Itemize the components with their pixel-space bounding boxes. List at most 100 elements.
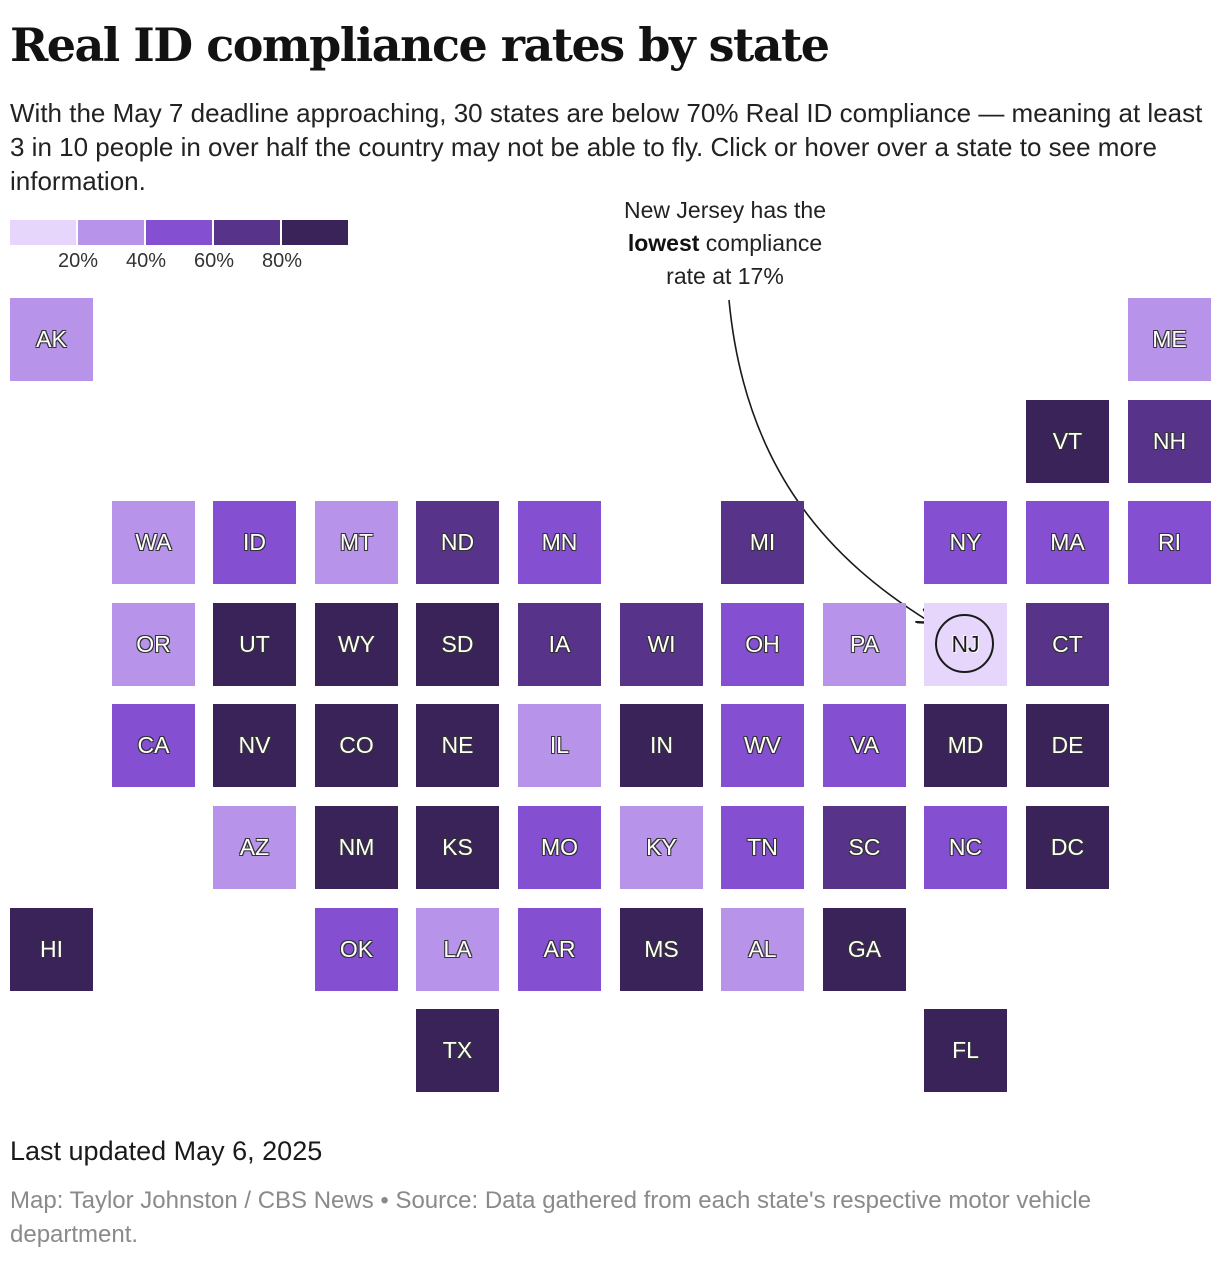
chart-title: Real ID compliance rates by state (10, 18, 830, 72)
legend-label-40: 40% (125, 250, 167, 272)
state-label: FL (952, 1037, 979, 1063)
state-label: NH (1152, 428, 1187, 454)
state-tile-ar[interactable]: AR (518, 908, 601, 991)
state-label: MT (339, 529, 374, 555)
state-label: NE (441, 732, 474, 758)
state-tile-hi[interactable]: HI (10, 908, 93, 991)
state-tile-ky[interactable]: KY (620, 806, 703, 889)
state-tile-ma[interactable]: MA (1026, 501, 1109, 584)
state-label: CO (339, 732, 374, 758)
state-tile-ok[interactable]: OK (315, 908, 398, 991)
state-tile-dc[interactable]: DC (1026, 806, 1109, 889)
source-credit: Map: Taylor Johnston / CBS News • Source… (10, 1187, 1092, 1248)
state-label: CT (1052, 631, 1083, 657)
state-label: TX (442, 1037, 473, 1063)
state-tile-vt[interactable]: VT (1026, 400, 1109, 483)
state-label: KS (442, 834, 473, 860)
state-tile-or[interactable]: OR (112, 603, 195, 686)
state-tile-oh[interactable]: OH (721, 603, 804, 686)
state-label: KY (646, 834, 677, 860)
state-tile-al[interactable]: AL (721, 908, 804, 991)
highlight-ring (935, 614, 994, 673)
state-label: ND (440, 529, 475, 555)
state-tile-mt[interactable]: MT (315, 501, 398, 584)
state-tile-la[interactable]: LA (416, 908, 499, 991)
nj-annotation: New Jersey has the lowest compliance rat… (585, 194, 865, 293)
state-label: WV (743, 732, 782, 758)
annotation-line-2: lowest compliance (585, 227, 865, 260)
state-tile-ak[interactable]: AK (10, 298, 93, 381)
state-label: NC (948, 834, 983, 860)
state-tile-nc[interactable]: NC (924, 806, 1007, 889)
state-label: GA (847, 936, 882, 962)
state-tile-az[interactable]: AZ (213, 806, 296, 889)
state-label: LA (443, 936, 472, 962)
state-tile-mn[interactable]: MN (518, 501, 601, 584)
state-tile-ct[interactable]: CT (1026, 603, 1109, 686)
state-tile-sc[interactable]: SC (823, 806, 906, 889)
state-tile-pa[interactable]: PA (823, 603, 906, 686)
state-label: TN (747, 834, 778, 860)
state-tile-ny[interactable]: NY (924, 501, 1007, 584)
state-label: ID (243, 529, 266, 555)
state-tile-nj[interactable]: NJ (924, 603, 1007, 686)
state-tile-ri[interactable]: RI (1128, 501, 1211, 584)
state-label: AL (748, 936, 777, 962)
state-label: AR (543, 936, 576, 962)
state-tile-tn[interactable]: TN (721, 806, 804, 889)
state-tile-nv[interactable]: NV (213, 704, 296, 787)
state-tile-de[interactable]: DE (1026, 704, 1109, 787)
legend-label-80: 80% (261, 250, 303, 272)
state-tile-me[interactable]: ME (1128, 298, 1211, 381)
state-tile-wi[interactable]: WI (620, 603, 703, 686)
state-label: IL (549, 732, 570, 758)
state-tile-nm[interactable]: NM (315, 806, 398, 889)
annotation-bold: lowest (627, 230, 700, 256)
state-tile-tx[interactable]: TX (416, 1009, 499, 1092)
state-tile-nh[interactable]: NH (1128, 400, 1211, 483)
state-tile-va[interactable]: VA (823, 704, 906, 787)
legend-swatch-4 (214, 220, 280, 245)
state-label: DC (1050, 834, 1085, 860)
state-tile-co[interactable]: CO (315, 704, 398, 787)
legend-label-20: 20% (57, 250, 99, 272)
annotation-line-2-rest: compliance (699, 230, 823, 256)
state-label: AK (36, 326, 67, 352)
state-label: MA (1050, 529, 1085, 555)
state-label: OH (745, 631, 780, 657)
state-tile-ca[interactable]: CA (112, 704, 195, 787)
state-tile-sd[interactable]: SD (416, 603, 499, 686)
state-tile-ga[interactable]: GA (823, 908, 906, 991)
state-tile-il[interactable]: IL (518, 704, 601, 787)
state-tile-wv[interactable]: WV (721, 704, 804, 787)
state-tile-ms[interactable]: MS (620, 908, 703, 991)
state-tile-ks[interactable]: KS (416, 806, 499, 889)
state-label: OK (339, 936, 374, 962)
state-tile-mi[interactable]: MI (721, 501, 804, 584)
state-label: NV (238, 732, 271, 758)
legend-swatch-2 (78, 220, 144, 245)
state-label: AZ (239, 834, 270, 860)
state-tile-in[interactable]: IN (620, 704, 703, 787)
state-label: RI (1158, 529, 1181, 555)
state-tile-wa[interactable]: WA (112, 501, 195, 584)
state-tile-mo[interactable]: MO (518, 806, 601, 889)
state-tile-wy[interactable]: WY (315, 603, 398, 686)
state-tile-ut[interactable]: UT (213, 603, 296, 686)
annotation-line-1: New Jersey has the (624, 197, 826, 223)
state-label: WA (135, 529, 172, 555)
legend-swatch-5 (282, 220, 348, 245)
state-label: ME (1152, 326, 1187, 352)
state-label: NM (338, 834, 375, 860)
state-label: WY (337, 631, 376, 657)
state-label: OR (136, 631, 171, 657)
state-tile-ia[interactable]: IA (518, 603, 601, 686)
state-tile-md[interactable]: MD (924, 704, 1007, 787)
annotation-line-3: rate at 17% (666, 263, 784, 289)
state-tile-nd[interactable]: ND (416, 501, 499, 584)
state-tile-fl[interactable]: FL (924, 1009, 1007, 1092)
state-label: MS (644, 936, 679, 962)
state-tile-ne[interactable]: NE (416, 704, 499, 787)
state-tile-id[interactable]: ID (213, 501, 296, 584)
state-label: MD (947, 732, 984, 758)
